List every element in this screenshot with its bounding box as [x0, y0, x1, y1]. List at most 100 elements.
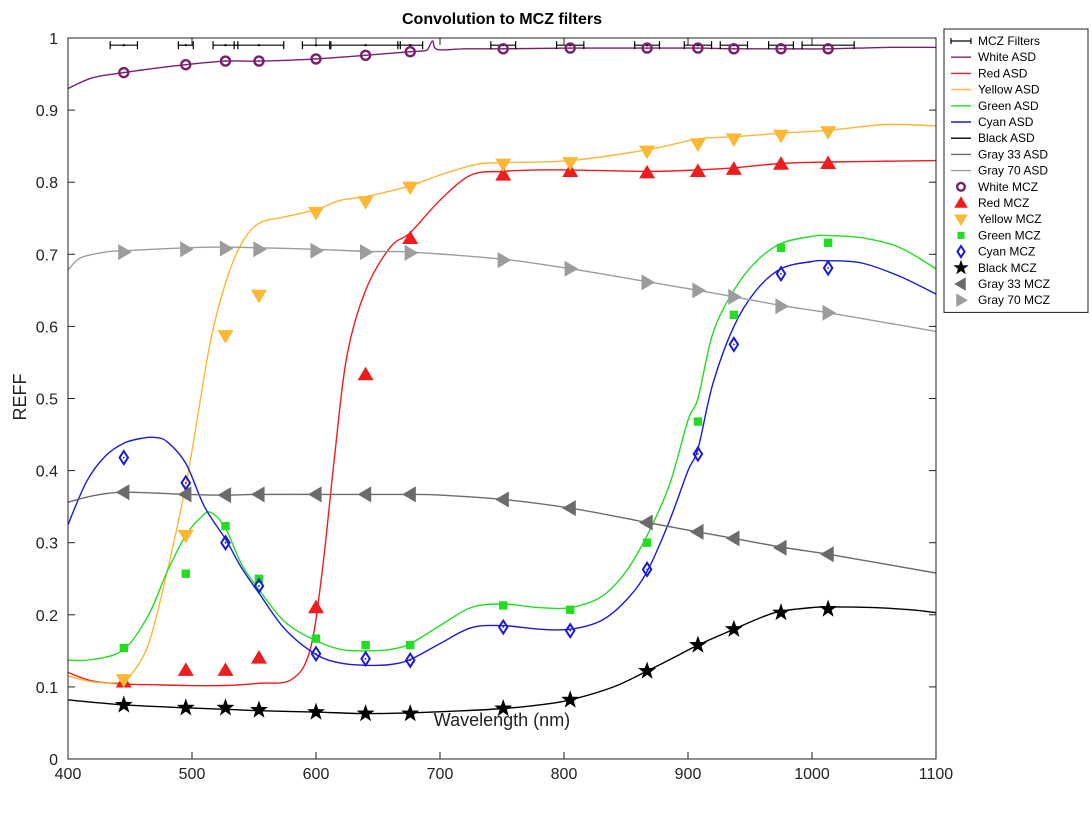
cyan-mcz-point-center [780, 272, 782, 275]
white-mcz-point-center [122, 71, 125, 74]
green-mcz-markers [119, 238, 833, 653]
gray-33-mcz-point [725, 530, 740, 547]
red-mcz-point [820, 155, 837, 170]
legend-item-white-mcz: White MCZ [955, 180, 1038, 194]
x-axis-label: Wavelength (nm) [434, 710, 570, 730]
gray-70-mcz-point [118, 244, 132, 261]
y-tick-label: 1 [49, 31, 58, 48]
black-mcz-point [494, 699, 513, 717]
white-mcz-point [219, 55, 232, 67]
black-mcz-point [772, 603, 790, 621]
gray-33-mcz-point [217, 487, 232, 504]
gray-33-mcz-point [773, 539, 787, 556]
gray-33-mcz-point [562, 500, 576, 517]
red-mcz-point [217, 662, 234, 676]
white-mcz-point-center [780, 47, 782, 50]
legend-label: Gray 33 MCZ [978, 277, 1050, 291]
cyan-mcz-point-center [569, 629, 572, 632]
mcz-filter-center [122, 44, 126, 47]
cyan-mcz-point [775, 265, 787, 283]
mcz-filter-bar [233, 41, 285, 50]
cyan-mcz-point [728, 336, 740, 353]
yellow-asd-line [67, 123, 937, 684]
x-tick-label: 900 [675, 766, 702, 783]
gray-33-mcz-point [402, 486, 416, 503]
white-mcz-point-center [732, 47, 735, 50]
white-mcz-point-center [364, 54, 367, 57]
mcz-filter-bar [330, 41, 401, 50]
white-mcz-point [359, 49, 372, 62]
yellow-mcz-point [402, 181, 419, 196]
legend-marker [954, 214, 968, 226]
red-mcz-point [639, 164, 656, 179]
gray-70-mcz-markers [118, 240, 837, 321]
plot-frame [67, 37, 937, 760]
legend-marker [957, 231, 965, 239]
green-mcz-point [566, 605, 575, 614]
legend: MCZ Filters White ASD Red ASD Yellow ASD Gre… [943, 28, 1089, 313]
black-mcz-point [724, 619, 743, 637]
legend-label: Red ASD [978, 66, 1028, 80]
legend-item-gray-33-mcz: Gray 33 MCZ [954, 277, 1050, 291]
white-mcz-point-center [502, 47, 505, 50]
mcz-filter-bar [109, 41, 139, 50]
legend-item-cyan-mcz: Cyan MCZ [956, 244, 1035, 259]
yellow-mcz-point [250, 289, 267, 304]
yellow-mcz-point [773, 129, 789, 144]
yellow-mcz-markers [115, 126, 837, 688]
gray-33-mcz-point [689, 523, 704, 540]
gray-70-mcz-point [404, 244, 419, 261]
mcz-filter-center [257, 44, 261, 47]
yellow-mcz-point [495, 158, 512, 173]
yellow-mcz-point [639, 145, 656, 160]
gray-70-mcz-point [310, 242, 324, 259]
white-mcz-point-center [258, 60, 260, 62]
cyan-mcz-point [497, 618, 509, 636]
red-mcz-point [495, 166, 512, 181]
cyan-mcz-point-center [697, 453, 699, 455]
green-mcz-point [181, 569, 190, 578]
black-mcz-point [819, 599, 838, 617]
x-tick-label: 700 [427, 766, 454, 783]
cyan-mcz-point-center [184, 481, 187, 484]
y-tick-label: 0.6 [36, 319, 58, 336]
red-mcz-point [308, 599, 324, 614]
cyan-mcz-point [404, 651, 416, 669]
legend-marker [955, 181, 967, 192]
legend-label: Gray 33 ASD [978, 147, 1048, 161]
white-mcz-point [692, 42, 704, 54]
green-mcz-point [776, 243, 786, 253]
white-asd-line [67, 40, 937, 90]
black-mcz-point [638, 661, 657, 679]
legend-label: MCZ Filters [978, 34, 1040, 48]
gray-33-mcz-markers [115, 484, 834, 563]
green-mcz-point [221, 521, 230, 531]
gray-33-mcz-point [308, 486, 322, 503]
gray-70-mcz-point [692, 282, 706, 299]
red-mcz-point [773, 156, 789, 170]
cyan-mcz-point [641, 561, 653, 578]
legend-marker [954, 277, 966, 291]
white-mcz-point [728, 43, 740, 55]
gray-70-mcz-point [564, 260, 579, 277]
black-mcz-point [401, 704, 420, 722]
legend-item-mcz-filters: MCZ Filters [950, 34, 1040, 48]
cyan-mcz-point-center [315, 652, 317, 655]
legend-label: Gray 70 MCZ [978, 293, 1050, 307]
mcz-filter-center [409, 44, 412, 47]
green-asd-line [67, 234, 937, 662]
legend-item-gray-33-asd: Gray 33 ASD [951, 147, 1048, 161]
y-axis-label: REFF [10, 374, 30, 421]
black-mcz-point [216, 698, 235, 716]
cyan-mcz-point-center [122, 456, 125, 459]
mcz-filter-bar [177, 41, 194, 50]
cyan-mcz-point-center [502, 626, 505, 628]
mcz-filter-bar [555, 41, 585, 50]
y-tick-label: 0.9 [36, 103, 58, 120]
cyan-mcz-point [692, 445, 704, 463]
legend-label: Black ASD [978, 131, 1035, 145]
white-mcz-point-center [184, 63, 187, 66]
yellow-mcz-point [357, 196, 374, 210]
x-tick-label: 600 [303, 766, 330, 783]
cyan-mcz-point [220, 534, 231, 552]
